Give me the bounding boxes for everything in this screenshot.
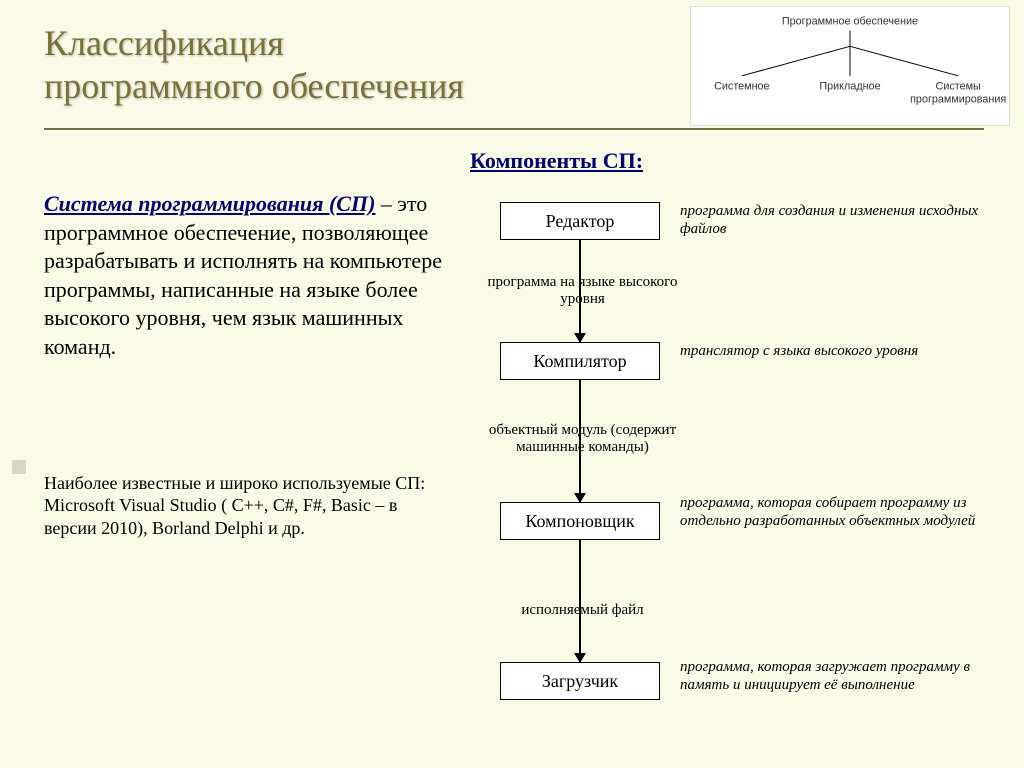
flow-mid-0: программа на языке высокого уровня xyxy=(470,274,695,309)
flow-box-linker: Компоновщик xyxy=(500,502,660,540)
flow-arrow-2 xyxy=(579,540,581,662)
flow-mid-2: исполняемый файл xyxy=(470,602,695,619)
components-flowchart: Редактор Компилятор Компоновщик Загрузчи… xyxy=(470,182,1010,752)
tree-child-2-b: программирования xyxy=(910,93,1006,105)
flow-mid-1: объектный модуль (содержит машинные кома… xyxy=(470,422,695,457)
tree-root-label: Программное обеспечение xyxy=(782,16,918,28)
flow-note-editor: программа для создания и изменения исход… xyxy=(680,202,1000,238)
right-column: Компоненты СП: Редактор Компилятор Компо… xyxy=(470,148,1010,758)
left-column: Система программирования (СП) – это прог… xyxy=(44,190,454,539)
title-divider xyxy=(44,128,984,130)
flow-note-compiler: транслятор с языка высокого уровня xyxy=(680,342,1000,360)
page-title: Классификация программного обеспечения xyxy=(44,22,664,108)
examples-paragraph: Наиболее известные и широко используемые… xyxy=(44,472,454,540)
title-line-2: программного обеспечения xyxy=(44,66,464,106)
decorative-square xyxy=(12,460,26,474)
title-line-1: Классификация xyxy=(44,23,284,63)
components-heading: Компоненты СП: xyxy=(470,148,1010,174)
definition-term: Система программирования (СП) xyxy=(44,191,375,216)
flow-note-linker: программа, которая собирает программу из… xyxy=(680,494,1000,530)
tree-child-2-a: Системы xyxy=(936,81,981,93)
flow-box-loader: Загрузчик xyxy=(500,662,660,700)
classification-mini-tree: Программное обеспечение Системное Прикла… xyxy=(690,6,1010,126)
flow-box-compiler: Компилятор xyxy=(500,342,660,380)
tree-child-1: Прикладное xyxy=(819,81,880,93)
definition-body: – это программное обеспечение, позволяющ… xyxy=(44,191,442,359)
flow-note-loader: программа, которая загружает программу в… xyxy=(680,658,1000,694)
definition-paragraph: Система программирования (СП) – это прог… xyxy=(44,190,454,362)
flow-box-editor: Редактор xyxy=(500,202,660,240)
tree-child-0: Системное xyxy=(714,81,769,93)
